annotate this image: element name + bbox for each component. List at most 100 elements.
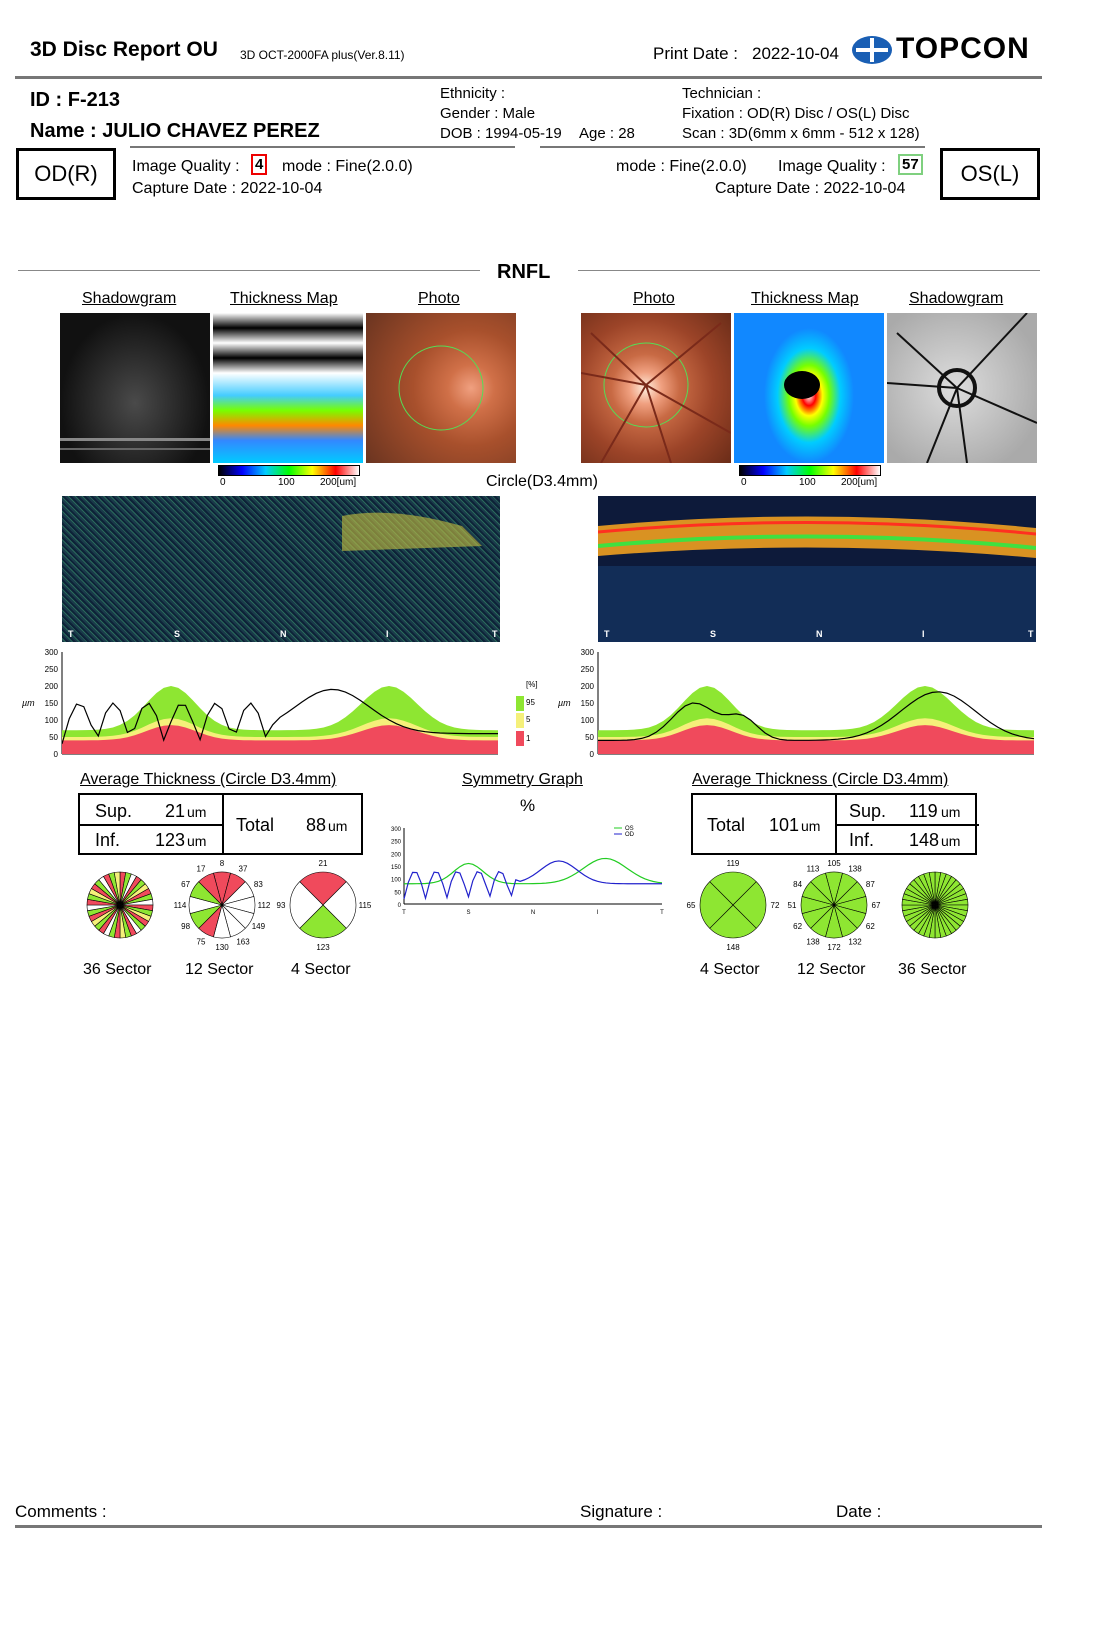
os-total-unit: um [801, 818, 821, 834]
os-4-sector-label: 4 Sector [700, 961, 760, 978]
os-sup-unit: um [941, 804, 961, 820]
os-12-label-11: 113 [807, 865, 820, 874]
od-shadowgram-title: Shadowgram [82, 290, 177, 307]
os-4-label-2: 148 [726, 943, 740, 952]
os-12-label-2: 87 [866, 880, 875, 889]
patient-id: ID : F-213 [30, 89, 121, 111]
od-12-label-3: 112 [258, 901, 271, 910]
rnfl-heading: RNFL [497, 261, 551, 283]
rnfl-line-right [578, 270, 1040, 271]
sym-ytick-4: 100 [391, 878, 402, 884]
os-12-label-6: 172 [827, 943, 841, 952]
info-divider-right [540, 146, 925, 148]
od-12-slice-11 [198, 872, 223, 907]
od-total-label: Total [236, 815, 275, 835]
os-12-label-5: 132 [848, 937, 862, 946]
od-4-label-2: 123 [316, 943, 330, 952]
os-fundus-photo [581, 313, 731, 463]
od-36-slice-35 [113, 871, 121, 906]
os-iq-label: Image Quality : [778, 158, 886, 175]
od-12-label-4: 149 [252, 922, 266, 931]
age: Age : 28 [579, 125, 635, 142]
od-4-slice-2 [299, 904, 347, 939]
od-avg-thickness-title: Average Thickness (Circle D3.4mm) [80, 771, 337, 788]
os-thickness-map-image [734, 313, 884, 463]
sym-od-line [403, 860, 662, 901]
os-inf-label: Inf. [849, 830, 875, 850]
device-version: 3D OCT-2000FA plus(Ver.8.11) [240, 48, 405, 62]
os-12-label-0: 105 [827, 859, 841, 868]
sym-legend-os: OS [625, 826, 634, 832]
os-4-slice-0 [709, 871, 757, 906]
os-bscan-label-4: T [1028, 629, 1034, 639]
sym-ytick-6: 0 [398, 903, 402, 909]
od-tsnit-ytick-3: 150 [45, 699, 59, 708]
circle-label: Circle(D3.4mm) [486, 473, 598, 490]
sym-ytick-1: 250 [391, 840, 402, 846]
brand-name: TOPCON [896, 32, 1030, 65]
od-bscan-label-2: N [280, 629, 287, 639]
od-tsnit-ytick-2: 200 [45, 682, 59, 691]
od-12-label-5: 163 [236, 937, 250, 946]
od-sup-label: Sup. [95, 801, 133, 821]
od-12-label-6: 130 [215, 943, 229, 952]
od-12-label-2: 83 [254, 880, 263, 889]
legend-red-swatch [516, 731, 524, 746]
od-total-value: 88 [306, 815, 327, 835]
print-date-label: Print Date : [653, 44, 739, 63]
os-12-label-3: 67 [872, 901, 881, 910]
comments-label: Comments : [15, 1502, 107, 1521]
sym-xtick-4: T [660, 910, 664, 916]
legend-green-swatch [516, 696, 524, 711]
info-divider-left [130, 146, 515, 148]
os-12-label-8: 62 [793, 922, 802, 931]
od-4-slice-1 [322, 881, 357, 929]
od-bscan-image [62, 496, 500, 642]
os-12-label-7: 138 [806, 937, 820, 946]
os-sector-diagrams: 119 72 148 65 105 138 87 67 62 132 172 138 62 51 84 113 [687, 859, 969, 952]
od-thickness-map-image [213, 313, 363, 463]
os-12-slice-11 [810, 872, 835, 907]
os-shadowgram-title: Shadowgram [909, 290, 1004, 307]
percentile-legend: [%] 95 5 1 [516, 680, 546, 750]
date-label: Date : [836, 1502, 882, 1521]
scan-info: Scan : 3D(6mm x 6mm - 512 x 128) [682, 125, 920, 142]
os-tsnit-ytick-0: 300 [581, 648, 595, 657]
os-shadowgram-image [887, 313, 1037, 463]
os-36-sector-label: 36 Sector [898, 961, 967, 978]
os-total-value: 101 [769, 815, 800, 835]
os-sup-value: 119 [909, 801, 938, 821]
od-inf-unit: um [187, 833, 207, 849]
os-scale-0: 0 [741, 477, 747, 488]
od-tsnit-band-1 [62, 725, 498, 754]
os-eye-label: OS(L) [940, 148, 1040, 200]
report-title: 3D Disc Report OU [30, 38, 218, 61]
os-color-scale [739, 465, 881, 476]
sym-xtick-0: T [402, 910, 406, 916]
od-bscan-label-0: T [68, 629, 74, 639]
od-scale-100: 100 [278, 477, 295, 488]
os-thickness-map-title: Thickness Map [751, 290, 859, 307]
sym-ytick-0: 300 [391, 827, 402, 833]
footer-divider [15, 1525, 1042, 1528]
od-tsnit-y-unit: µm [22, 698, 35, 708]
os-tsnit-ytick-3: 150 [581, 699, 595, 708]
os-4-label-1: 72 [771, 901, 780, 910]
od-thickness-map-title: Thickness Map [230, 290, 338, 307]
os-tsnit-ytick-6: 0 [590, 750, 595, 759]
os-bscan-image [598, 496, 1036, 642]
os-photo-title: Photo [633, 290, 675, 307]
os-mode: mode : Fine(2.0.0) [616, 158, 747, 175]
sym-xtick-3: I [597, 910, 599, 916]
patient-name: Name : JULIO CHAVEZ PEREZ [30, 120, 320, 142]
fixation: Fixation : OD(R) Disc / OS(L) Disc [682, 105, 910, 122]
od-inf-value: 123 [155, 830, 186, 850]
legend-1: 1 [526, 734, 531, 743]
od-tsnit-ytick-5: 50 [49, 733, 58, 742]
od-12-sector-label: 12 Sector [185, 961, 254, 978]
od-12-label-11: 17 [197, 865, 206, 874]
od-scale-200: 200[um] [320, 477, 357, 488]
od-inf-label: Inf. [95, 830, 121, 850]
